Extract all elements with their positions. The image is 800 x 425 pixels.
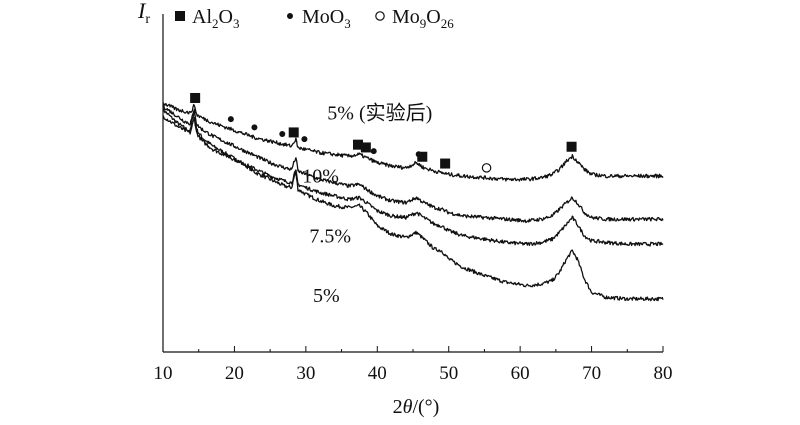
curve-4 bbox=[162, 102, 664, 182]
peak-marker-square bbox=[417, 151, 428, 162]
x-tick-label: 10 bbox=[154, 363, 173, 384]
x-tick-label: 80 bbox=[654, 363, 673, 384]
y-axis-title: Ir bbox=[137, 0, 150, 27]
axes bbox=[162, 14, 663, 353]
legend-marker-dot bbox=[287, 13, 293, 19]
peak-marker-square bbox=[288, 127, 299, 138]
curve-label: 5% (实验后) bbox=[327, 102, 432, 125]
curve-label: 5% bbox=[313, 285, 340, 307]
curve-3 bbox=[162, 104, 664, 224]
legend-label: Al2O3 bbox=[192, 6, 239, 31]
x-axis-ticks: 10 20 30 40 50 60 70 80 bbox=[154, 346, 673, 384]
x-tick-label: 40 bbox=[368, 363, 387, 384]
x-tick-label: 50 bbox=[439, 363, 458, 384]
diffraction-curves bbox=[162, 102, 664, 302]
curve-2 bbox=[162, 115, 664, 247]
peak-marker-square bbox=[360, 142, 371, 153]
axis-titles: 2θ/(°) Ir bbox=[137, 0, 439, 418]
x-axis-title: 2θ/(°) bbox=[393, 396, 440, 418]
x-tick-label: 70 bbox=[582, 363, 601, 384]
peak-marker-dot bbox=[370, 148, 377, 155]
peak-marker-dot bbox=[227, 116, 234, 123]
curve-labels: 5% 7.5% 10% 5% (实验后) bbox=[302, 102, 432, 308]
x-tick-label: 60 bbox=[511, 363, 530, 384]
legend-marker-square bbox=[175, 11, 185, 21]
x-tick-label: 20 bbox=[225, 363, 244, 384]
legend-label: MoO3 bbox=[302, 6, 351, 31]
peak-marker-square bbox=[353, 139, 363, 150]
curve-label: 7.5% bbox=[309, 225, 351, 247]
x-tick-label: 30 bbox=[296, 363, 315, 384]
peak-marker-square bbox=[190, 92, 201, 103]
peak-marker-circle bbox=[481, 163, 492, 173]
peak-marker-square bbox=[566, 141, 577, 152]
legend-label: Mo9O26 bbox=[392, 6, 454, 31]
peak-markers bbox=[190, 92, 577, 173]
peak-marker-dot bbox=[279, 131, 286, 138]
curve-1 bbox=[162, 108, 664, 302]
peak-marker-dot bbox=[301, 136, 308, 143]
curve-label: 10% bbox=[302, 166, 339, 188]
legend-marker-circle bbox=[375, 11, 385, 21]
peak-marker-square bbox=[440, 158, 451, 169]
peak-marker-dot bbox=[251, 124, 258, 131]
legend: Al2O3 MoO3 Mo9O26 bbox=[175, 6, 454, 31]
